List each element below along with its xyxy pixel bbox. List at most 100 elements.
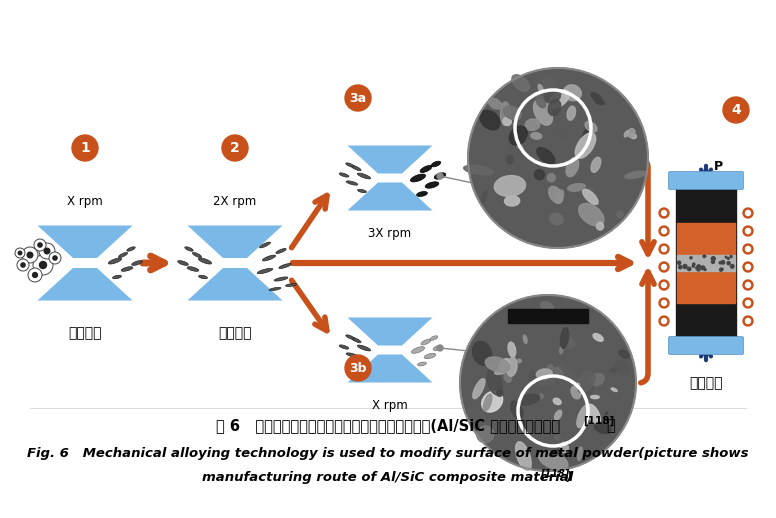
Circle shape: [730, 255, 732, 257]
Ellipse shape: [487, 369, 502, 395]
Circle shape: [345, 355, 371, 381]
Ellipse shape: [473, 341, 492, 365]
Text: 1: 1: [80, 141, 90, 155]
Ellipse shape: [549, 90, 570, 108]
Ellipse shape: [482, 391, 503, 412]
Circle shape: [468, 68, 648, 248]
Ellipse shape: [585, 122, 597, 132]
Ellipse shape: [481, 191, 487, 203]
Ellipse shape: [552, 368, 563, 378]
Circle shape: [33, 272, 37, 278]
Circle shape: [701, 266, 705, 270]
Circle shape: [743, 226, 753, 236]
Circle shape: [39, 243, 55, 259]
Ellipse shape: [504, 106, 521, 120]
Ellipse shape: [511, 318, 520, 325]
Ellipse shape: [563, 85, 581, 100]
Ellipse shape: [192, 252, 202, 257]
Ellipse shape: [567, 106, 576, 120]
Text: 2X rpm: 2X rpm: [213, 195, 257, 208]
Ellipse shape: [587, 404, 601, 424]
Circle shape: [703, 255, 705, 257]
Ellipse shape: [494, 368, 508, 375]
Ellipse shape: [549, 186, 563, 203]
Circle shape: [692, 265, 695, 267]
Circle shape: [696, 267, 698, 269]
Ellipse shape: [549, 213, 563, 225]
Circle shape: [723, 97, 749, 123]
Ellipse shape: [279, 264, 291, 268]
Bar: [677, 255, 735, 271]
Circle shape: [659, 244, 669, 254]
Ellipse shape: [560, 328, 569, 349]
Ellipse shape: [555, 435, 560, 439]
Text: [118]: [118]: [540, 469, 570, 479]
Ellipse shape: [351, 165, 361, 171]
Ellipse shape: [346, 181, 358, 185]
Circle shape: [683, 265, 687, 268]
Ellipse shape: [525, 119, 540, 131]
Circle shape: [661, 319, 667, 324]
Ellipse shape: [555, 410, 562, 420]
Circle shape: [22, 247, 38, 263]
Ellipse shape: [539, 451, 568, 470]
Ellipse shape: [503, 118, 511, 125]
Polygon shape: [348, 182, 432, 210]
Circle shape: [719, 262, 722, 264]
Ellipse shape: [568, 183, 585, 191]
FancyBboxPatch shape: [668, 337, 743, 354]
Ellipse shape: [539, 394, 543, 399]
Ellipse shape: [259, 242, 271, 248]
Text: P: P: [713, 160, 722, 172]
Ellipse shape: [494, 176, 525, 196]
Ellipse shape: [618, 350, 629, 358]
Ellipse shape: [523, 335, 527, 343]
Ellipse shape: [542, 378, 558, 393]
Circle shape: [730, 265, 734, 268]
Ellipse shape: [433, 346, 443, 351]
Ellipse shape: [536, 369, 553, 379]
Circle shape: [661, 247, 667, 252]
Text: 高速球磨: 高速球磨: [218, 326, 251, 340]
Ellipse shape: [511, 401, 523, 419]
Ellipse shape: [611, 388, 617, 392]
Circle shape: [743, 298, 753, 308]
Circle shape: [437, 345, 443, 351]
Circle shape: [697, 268, 700, 271]
Ellipse shape: [476, 426, 494, 443]
Ellipse shape: [537, 148, 555, 164]
Ellipse shape: [630, 134, 636, 139]
Ellipse shape: [541, 77, 556, 91]
Ellipse shape: [515, 442, 532, 470]
Circle shape: [460, 295, 636, 471]
Ellipse shape: [473, 379, 485, 399]
Ellipse shape: [541, 301, 553, 312]
Ellipse shape: [508, 342, 516, 357]
Ellipse shape: [109, 258, 122, 264]
Ellipse shape: [483, 394, 492, 411]
Circle shape: [21, 263, 25, 267]
Ellipse shape: [424, 353, 436, 358]
Text: Fig. 6   Mechanical alloying technology is used to modify surface of metal powde: Fig. 6 Mechanical alloying technology is…: [27, 447, 749, 459]
Ellipse shape: [529, 371, 539, 384]
Ellipse shape: [571, 386, 580, 399]
Ellipse shape: [581, 382, 593, 394]
Ellipse shape: [560, 442, 568, 453]
Ellipse shape: [501, 102, 510, 125]
Text: 3X rpm: 3X rpm: [369, 227, 411, 240]
Bar: [677, 271, 735, 303]
Ellipse shape: [504, 196, 520, 206]
Ellipse shape: [564, 338, 575, 349]
Ellipse shape: [497, 390, 503, 396]
Text: 3a: 3a: [349, 92, 366, 105]
Ellipse shape: [593, 334, 603, 341]
Text: 粉末固结: 粉末固结: [689, 376, 722, 390]
Circle shape: [222, 135, 248, 161]
Ellipse shape: [557, 365, 579, 386]
Text: manufacturing route of Al/SiC composite material: manufacturing route of Al/SiC composite …: [203, 471, 573, 484]
Ellipse shape: [346, 335, 354, 339]
Ellipse shape: [269, 287, 281, 291]
Ellipse shape: [507, 155, 513, 164]
Ellipse shape: [199, 275, 207, 279]
Circle shape: [17, 259, 29, 271]
